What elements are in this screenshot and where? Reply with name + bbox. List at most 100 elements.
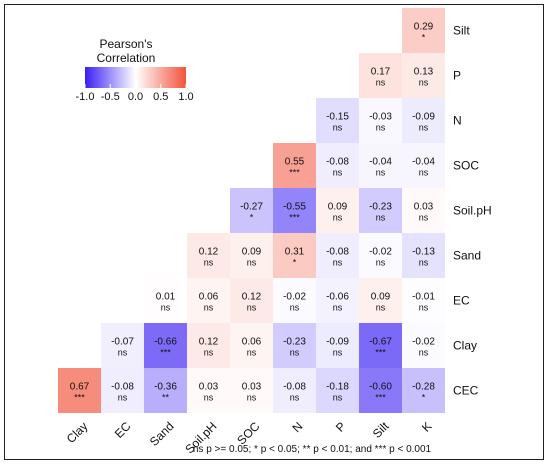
cell-value: 0.09 xyxy=(242,247,262,258)
cell-significance: ns xyxy=(247,258,257,268)
cell-significance: ns xyxy=(333,168,343,178)
cell-fill xyxy=(273,188,316,233)
cell-value: 0.06 xyxy=(242,337,262,348)
cell-value: 0.03 xyxy=(414,202,434,213)
cell-fill xyxy=(273,233,316,278)
x-tick-label: EC xyxy=(112,419,134,441)
cell-significance: ns xyxy=(419,303,429,313)
cell-fill xyxy=(101,323,144,368)
cell-fill xyxy=(402,8,445,53)
cell-fill xyxy=(359,233,402,278)
x-tick-label: Silt xyxy=(370,419,392,441)
legend-tick-label: -1.0 xyxy=(76,91,95,103)
cell-fill xyxy=(273,143,316,188)
cell-fill xyxy=(402,188,445,233)
y-tick-label: EC xyxy=(453,294,470,308)
heatmap-cell: -0.60*** xyxy=(359,368,402,413)
heatmap-cell: -0.67*** xyxy=(359,323,402,368)
cell-significance: ns xyxy=(204,393,214,403)
legend-tick-label: 0.5 xyxy=(153,91,168,103)
cell-fill xyxy=(273,368,316,413)
cell-value: -0.66 xyxy=(154,337,177,348)
heatmap-cell: -0.55*** xyxy=(273,188,316,233)
cell-fill xyxy=(402,233,445,278)
cell-significance: * xyxy=(293,258,297,268)
cell-value: -0.09 xyxy=(412,112,435,123)
cell-value: 0.09 xyxy=(328,202,348,213)
cell-fill xyxy=(359,368,402,413)
cell-significance: ns xyxy=(333,348,343,358)
cell-significance: ns xyxy=(247,348,257,358)
cell-significance: ns xyxy=(376,168,386,178)
cell-value: 0.12 xyxy=(242,292,262,303)
cell-value: -0.28 xyxy=(412,382,435,393)
cell-value: -0.08 xyxy=(326,157,349,168)
cell-significance: ns xyxy=(247,303,257,313)
cell-value: -0.08 xyxy=(283,382,306,393)
cell-significance: *** xyxy=(375,393,386,403)
cell-significance: ns xyxy=(290,393,300,403)
cell-significance: ** xyxy=(162,393,170,403)
cell-value: 0.12 xyxy=(199,337,219,348)
cell-value: -0.55 xyxy=(283,202,306,213)
cell-value: 0.06 xyxy=(199,292,219,303)
legend-title-line1: Pearson's xyxy=(100,37,153,51)
cell-value: 0.03 xyxy=(199,382,219,393)
x-tick-label: Clay xyxy=(64,419,91,446)
cell-fill xyxy=(402,143,445,188)
cell-fill xyxy=(359,98,402,143)
cell-value: -0.07 xyxy=(111,337,134,348)
cell-value: -0.18 xyxy=(326,382,349,393)
y-tick-label: CEC xyxy=(453,384,479,398)
cell-fill xyxy=(187,233,230,278)
cell-value: 0.09 xyxy=(371,292,391,303)
cell-fill xyxy=(230,368,273,413)
cell-fill xyxy=(316,143,359,188)
cell-value: -0.27 xyxy=(240,202,263,213)
cell-significance: ns xyxy=(376,123,386,133)
cell-significance: ns xyxy=(161,303,171,313)
cell-significance: *** xyxy=(289,168,300,178)
cell-fill xyxy=(359,53,402,98)
cell-value: 0.67 xyxy=(70,382,90,393)
cell-significance: ns xyxy=(419,123,429,133)
cell-fill xyxy=(187,323,230,368)
y-tick-label: Soil.pH xyxy=(453,204,492,218)
cell-significance: ns xyxy=(290,348,300,358)
footnote: ns p >= 0.05; * p < 0.05; ** p < 0.01; a… xyxy=(193,444,432,455)
cell-fill xyxy=(402,53,445,98)
y-tick-label: P xyxy=(453,69,461,83)
x-tick-label: P xyxy=(333,419,349,435)
cell-significance: ns xyxy=(333,258,343,268)
cell-value: -0.08 xyxy=(111,382,134,393)
cell-significance: *** xyxy=(160,348,171,358)
cell-fill xyxy=(101,368,144,413)
legend-title-line2: Correlation xyxy=(97,51,156,65)
cell-fill xyxy=(316,323,359,368)
cell-value: -0.13 xyxy=(412,247,435,258)
heatmap-cell: 0.29* xyxy=(402,8,445,53)
legend-colorbar xyxy=(85,67,186,88)
cell-fill xyxy=(359,188,402,233)
x-tick-label: Sand xyxy=(147,419,177,449)
cell-fill xyxy=(230,188,273,233)
cell-fill xyxy=(273,278,316,323)
cell-fill xyxy=(273,323,316,368)
y-tick-label: Clay xyxy=(453,339,477,353)
cell-significance: ns xyxy=(376,78,386,88)
